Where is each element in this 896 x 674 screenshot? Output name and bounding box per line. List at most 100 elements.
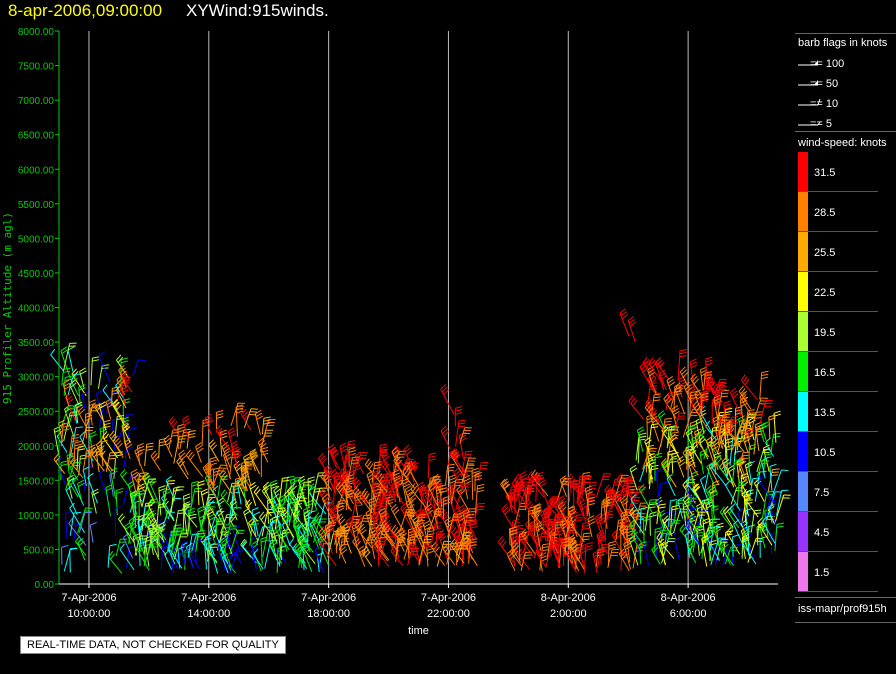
barb-flag	[141, 513, 147, 520]
barb-flag	[146, 442, 154, 445]
barb-flag	[152, 453, 158, 459]
barb-flag	[741, 526, 748, 532]
barb-flag	[773, 413, 781, 417]
wind-barb	[100, 436, 108, 467]
wind-barb	[737, 507, 747, 533]
barb-flag	[383, 478, 389, 485]
barb-shaft	[76, 447, 79, 471]
barb-shaft	[232, 487, 238, 510]
barb-flag	[395, 457, 401, 464]
barb-shaft	[634, 527, 641, 556]
barb-flag	[538, 476, 545, 482]
barb-flag	[69, 502, 75, 509]
barb-shaft	[699, 500, 705, 528]
barb-flag	[613, 496, 621, 499]
barb-flag	[207, 513, 215, 519]
barb-flag	[568, 534, 575, 540]
barb-shaft	[394, 480, 401, 503]
barb-flag	[170, 418, 176, 425]
barb-shaft	[757, 522, 773, 546]
barb-shaft	[97, 365, 103, 389]
barb-shaft	[307, 512, 310, 543]
barb-flag	[201, 488, 208, 493]
barb-flag	[379, 454, 388, 457]
barb-flag	[726, 447, 734, 451]
barb-flag	[587, 496, 595, 500]
barb-flag	[391, 446, 398, 453]
wind-barb	[77, 538, 86, 561]
barb-flag	[655, 468, 663, 473]
barb-shaft	[657, 542, 667, 566]
barb-flag	[191, 480, 199, 484]
barb-flag	[706, 462, 713, 468]
wind-barb	[514, 478, 531, 503]
wind-barb	[737, 451, 750, 477]
wind-barb	[730, 487, 744, 505]
barb-flag	[511, 547, 517, 555]
wind-barb	[60, 460, 69, 481]
barb-flag	[153, 455, 160, 462]
barb-shaft	[270, 506, 282, 526]
barb-flag	[696, 395, 703, 400]
barb-flag	[655, 527, 663, 530]
wind-barb	[81, 391, 89, 413]
barb-flag	[353, 468, 361, 472]
barb-flag	[705, 362, 713, 366]
barb-flag	[462, 508, 470, 513]
wind-barb	[651, 544, 661, 565]
barb-shaft	[689, 361, 695, 390]
barb-shaft	[235, 407, 238, 437]
barb-flag	[499, 538, 505, 545]
barb-flag	[256, 415, 264, 420]
barb-shaft	[525, 523, 537, 545]
barb-flag	[462, 537, 470, 540]
barb-shaft	[314, 549, 325, 574]
barb-flag	[183, 501, 191, 505]
wind-barb	[732, 459, 742, 481]
barb-shaft	[177, 549, 181, 569]
barb-shaft	[62, 343, 71, 372]
barb-flag	[208, 516, 216, 521]
barb-flag	[392, 506, 399, 513]
barb-flag	[380, 520, 386, 527]
barb-flag	[341, 537, 350, 540]
barb-flag	[620, 551, 627, 557]
barb-flag	[622, 486, 630, 490]
barb-flag	[163, 491, 171, 496]
barb-flag	[554, 501, 561, 509]
wind-barb	[709, 539, 717, 562]
barb-flag	[67, 477, 75, 483]
wind-barb	[639, 361, 655, 393]
barb-shaft	[644, 407, 664, 430]
wind-barb	[229, 549, 245, 574]
barb-flag	[725, 533, 733, 536]
wind-barb	[689, 525, 703, 555]
wind-barb	[84, 404, 100, 433]
barb-flag	[714, 452, 722, 456]
barb-flag	[548, 524, 556, 527]
barb-shaft	[557, 506, 571, 528]
barb-flag	[314, 487, 322, 490]
barb-flag	[324, 475, 332, 481]
barb-flag	[450, 486, 457, 492]
wind-barb	[318, 526, 331, 548]
barb-flag	[412, 545, 418, 552]
barb-flag	[335, 475, 341, 482]
wind-barb	[705, 356, 713, 389]
barb-flag	[764, 456, 772, 459]
barb-shaft	[666, 380, 675, 400]
barb-flag	[426, 493, 432, 500]
barb-flag	[122, 388, 129, 394]
barb-flag	[125, 440, 132, 446]
barb-flag	[456, 472, 463, 479]
barb-shaft	[710, 537, 720, 566]
barb-shaft	[261, 490, 280, 516]
barb-flag	[504, 483, 511, 490]
barb-flag	[369, 529, 377, 534]
barb-shaft	[646, 383, 651, 407]
barb-flag	[393, 472, 400, 477]
barb-shaft	[156, 529, 159, 557]
barb-flag	[408, 533, 416, 537]
barb-shaft	[270, 485, 274, 509]
barb-flag	[578, 544, 586, 549]
